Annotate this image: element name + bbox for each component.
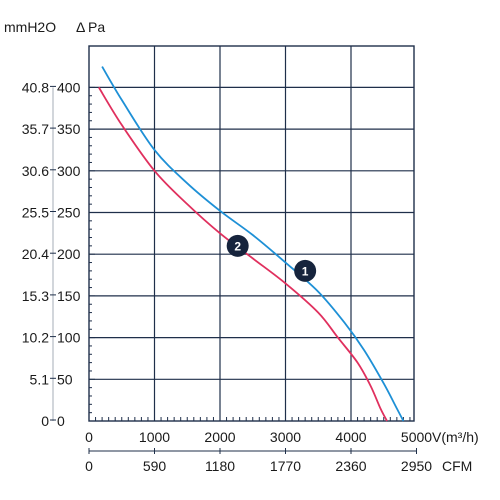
x-tick-label-m3h: 1000 [139,429,170,445]
chart-series [98,66,405,422]
y-tick-label-pa: 350 [57,121,81,137]
y-axis-unit-mmh2o: mmH2O [4,19,56,35]
y-tick-label-mmh2o: 5.1 [30,371,50,387]
series-curve-2 [98,86,388,422]
y-tick-label-mmh2o: 10.2 [22,330,49,346]
x-tick-label-cfm: 1180 [205,458,235,474]
x-tick-label-cfm: 590 [143,458,167,474]
x-tick-label-cfm: 2360 [335,458,366,474]
y-tick-label-mmh2o: 30.6 [22,163,49,179]
y-tick-label-pa: 50 [57,371,73,387]
curve-badge-2 [226,234,249,257]
y-tick-label-pa: 400 [57,79,81,95]
x-axis-unit-cfm: CFM [442,458,472,474]
x-tick-label-m3h: 3000 [270,429,301,445]
chart-labels: 05010015020025030035040005.110.215.320.4… [22,79,433,474]
y-tick-label-pa: 200 [57,246,81,262]
y-tick-label-mmh2o: 25.5 [22,205,49,221]
curve-badge-1 [294,259,317,282]
x-tick-label-cfm: 1770 [270,458,301,474]
y-tick-label-pa: 250 [57,205,81,221]
plot-frame [88,45,415,422]
x-tick-label-m3h: 5000 [401,429,432,445]
series-curve-1 [101,66,405,422]
delta-symbol: Δ [76,19,85,35]
x-tick-label-cfm: 0 [85,458,93,474]
curve-badge-label-2: 2 [234,239,241,253]
y-tick-label-mmh2o: 0 [41,413,49,429]
y-tick-label-mmh2o: 20.4 [22,246,49,262]
chart-axes [50,85,417,454]
curve-badge-label-1: 1 [302,264,309,278]
y-tick-label-mmh2o: 15.3 [22,288,49,304]
y-tick-label-pa: 300 [57,163,81,179]
y-tick-label-mmh2o: 40.8 [22,79,49,95]
x-tick-label-m3h: 2000 [204,429,235,445]
y-tick-label-pa: 0 [57,413,65,429]
x-tick-label-m3h: 4000 [335,429,366,445]
x-axis-unit-m3h: V(m³/h) [432,429,479,445]
y-tick-label-pa: 150 [57,288,81,304]
y-tick-label-mmh2o: 35.7 [22,121,49,137]
x-tick-label-m3h: 0 [85,429,93,445]
chart-grid [88,45,415,422]
y-axis-unit-pa: Pa [88,19,105,35]
x-tick-label-cfm: 2950 [401,458,432,474]
y-tick-label-pa: 100 [57,330,81,346]
